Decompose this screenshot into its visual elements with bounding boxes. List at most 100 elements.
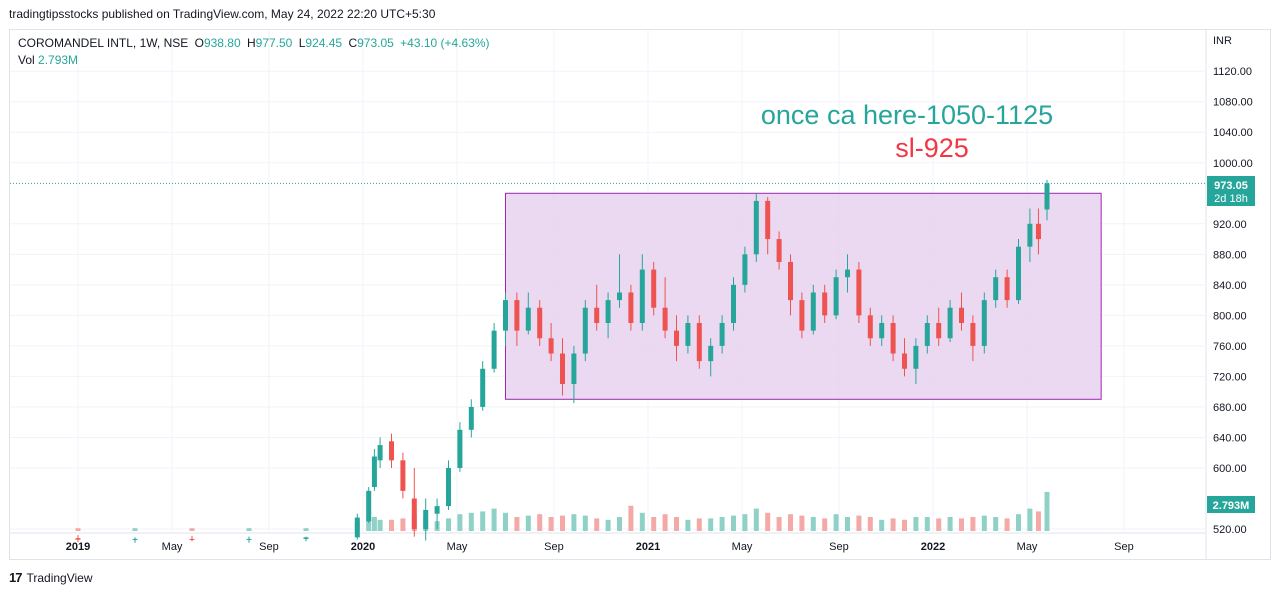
volume-bar (446, 518, 451, 531)
candle-body (571, 353, 577, 385)
volume-bar (845, 517, 850, 531)
volume-bar (371, 517, 377, 531)
candle-body (833, 277, 839, 316)
volume-bar (400, 518, 406, 531)
volume-bar (377, 519, 383, 531)
volume-bar (981, 515, 987, 531)
candle-body (371, 456, 377, 488)
price-tick-label: 840.00 (1213, 280, 1247, 292)
volume-bar (628, 505, 634, 531)
time-tick-label: May (447, 541, 468, 553)
price-tick-label: 920.00 (1213, 219, 1247, 231)
price-tick-label: 760.00 (1213, 341, 1247, 353)
price-tick-label: 720.00 (1213, 371, 1247, 383)
time-tick-label: 2019 (66, 541, 90, 553)
volume-bar (639, 512, 645, 531)
candle-body (742, 254, 748, 285)
volume-bar (719, 517, 725, 531)
time-tick-label: Sep (829, 541, 849, 553)
tradingview-logo-icon: 17 (9, 570, 23, 585)
candle-body (75, 538, 81, 540)
price-tick-label: 800.00 (1213, 310, 1247, 322)
candle-body (822, 292, 828, 316)
candle-body (993, 277, 999, 301)
volume-bar (525, 515, 531, 531)
legend-close-label: C (348, 36, 358, 50)
candle-body (377, 445, 383, 461)
candle-body (879, 322, 885, 339)
candle-body (924, 322, 930, 346)
candle-body (303, 537, 309, 539)
volume-bar (75, 528, 81, 531)
time-tick-label: 2020 (351, 541, 375, 553)
volume-bar (902, 519, 907, 531)
volume-bar (810, 517, 816, 531)
legend-high-value: 977.50 (255, 36, 293, 50)
volume-bar (246, 528, 252, 531)
volume-bar (776, 517, 782, 531)
last-price-value: 973.05 (1214, 180, 1248, 192)
volume-bar (594, 518, 600, 531)
candle-body (1035, 223, 1041, 240)
legend-ohlc-row: COROMANDEL INTL, 1W, NSE O938.80 H977.50… (18, 35, 490, 52)
candle-body (696, 322, 702, 362)
volume-bar (993, 517, 999, 531)
volume-bar (1044, 491, 1050, 531)
volume-layer (75, 491, 1050, 531)
annotation-target: once ca here-1050-1125 (761, 100, 1053, 130)
volume-bar (947, 517, 953, 531)
volume-bar (890, 518, 896, 531)
candle-body (594, 307, 600, 323)
price-axis[interactable]: INR 1120.00 1080.00 1040.00 1000.00 920.00 88… (1213, 35, 1253, 536)
candle-body (788, 261, 793, 301)
volume-bar (514, 517, 520, 531)
candle-body (890, 322, 896, 354)
candle-body (605, 300, 611, 323)
candle-body (810, 292, 816, 331)
candle-body (639, 269, 645, 323)
legend-open-label: O (194, 36, 204, 50)
legend-volume-value: 2.793M (38, 53, 79, 67)
volume-bar (765, 512, 771, 531)
volume-bar (924, 517, 930, 531)
time-tick-label: May (162, 541, 183, 553)
legend-volume-row: Vol 2.793M (18, 52, 490, 69)
bar-countdown: 2d 18h (1214, 193, 1248, 205)
candle-body (411, 498, 417, 529)
time-axis[interactable]: 2019 May Sep 2020 May Sep 2021 May Sep 2022 May Sep (66, 541, 1134, 553)
candle-body (132, 538, 138, 540)
legend-change: +43.10 (+4.63%) (400, 36, 490, 50)
candle-body (856, 269, 862, 316)
candle-body (674, 330, 679, 346)
volume-bar (708, 518, 714, 531)
candle-body (902, 353, 907, 369)
volume-bar (503, 512, 508, 531)
candle-body (389, 441, 394, 461)
candle-body (970, 322, 976, 346)
volume-bar (491, 508, 497, 531)
candle-body (582, 307, 588, 354)
volume-bar (822, 518, 828, 531)
time-tick-label: May (1017, 541, 1038, 553)
candle-body (423, 509, 429, 529)
last-volume-value: 2.793M (1213, 500, 1250, 512)
volume-bar (389, 519, 394, 531)
price-tick-label: 880.00 (1213, 249, 1247, 261)
candle-body (468, 406, 474, 430)
price-tick-label: 600.00 (1213, 463, 1247, 475)
volume-bar (582, 515, 588, 531)
volume-bar (959, 518, 964, 531)
volume-bar (742, 514, 748, 531)
candle-layer (75, 179, 1050, 543)
legend-high-label: H (246, 36, 256, 50)
candle-body (246, 538, 252, 540)
legend-low-value: 924.45 (305, 36, 343, 50)
volume-bar (468, 512, 474, 531)
legend-open-value: 938.80 (203, 36, 241, 50)
chart-frame[interactable] (9, 29, 1271, 560)
volume-bar (788, 514, 793, 531)
legend-volume-label: Vol (18, 53, 35, 67)
chart-legend[interactable]: COROMANDEL INTL, 1W, NSE O938.80 H977.50… (18, 35, 490, 69)
tradingview-footer[interactable]: 17 TradingView (9, 570, 93, 585)
